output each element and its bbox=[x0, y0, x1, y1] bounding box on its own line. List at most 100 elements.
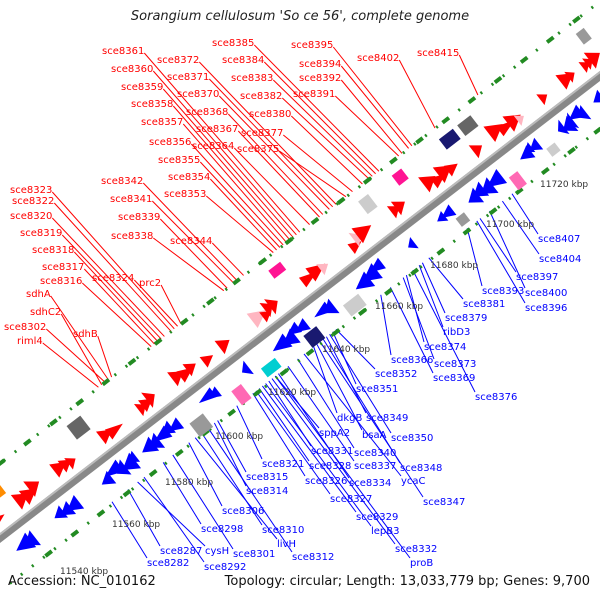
reverse-gene-label[interactable]: sce8366 bbox=[391, 355, 433, 366]
leader-line bbox=[83, 268, 155, 345]
forward-gene-label[interactable]: sce8358 bbox=[131, 99, 173, 110]
forward-gene-label[interactable]: sce8415 bbox=[417, 48, 459, 59]
forward-gene-label[interactable]: sce8344 bbox=[170, 236, 212, 247]
reverse-gene-label[interactable]: sce8332 bbox=[395, 544, 437, 555]
reverse-gene-label[interactable]: lepB3 bbox=[371, 526, 400, 537]
forward-gene-label[interactable]: sce8338 bbox=[111, 231, 153, 242]
forward-gene-label[interactable]: sce8385 bbox=[212, 38, 254, 49]
forward-gene-label[interactable]: sce8302 bbox=[4, 322, 46, 333]
reverse-gene-label[interactable]: sce8282 bbox=[147, 558, 189, 569]
forward-gene-label[interactable]: sce8353 bbox=[164, 189, 206, 200]
reverse-gene-label[interactable]: sce8301 bbox=[233, 549, 275, 560]
forward-gene-label[interactable]: sce8364 bbox=[192, 141, 234, 152]
reverse-gene-label[interactable]: sce8407 bbox=[538, 234, 580, 245]
reverse-gene-label[interactable]: sce8331 bbox=[311, 446, 353, 457]
reverse-gene-label[interactable]: sce8321 bbox=[262, 459, 304, 470]
forward-gene-label[interactable]: sce8357 bbox=[141, 117, 183, 128]
forward-gene-label[interactable]: sce8361 bbox=[102, 46, 144, 57]
reverse-gene-label[interactable]: sce8328 bbox=[309, 461, 351, 472]
reverse-gene-label[interactable]: sce8306 bbox=[222, 506, 264, 517]
forward-gene-label[interactable]: sce8384 bbox=[222, 55, 264, 66]
reverse-gene-label[interactable]: sce8348 bbox=[400, 463, 442, 474]
forward-gene-label[interactable]: sce8318 bbox=[32, 245, 74, 256]
reverse-gene-label[interactable]: sce8381 bbox=[463, 299, 505, 310]
reverse-gene-label[interactable]: sce8310 bbox=[262, 525, 304, 536]
reverse-gene-label[interactable]: sce8315 bbox=[246, 472, 288, 483]
reverse-gene-label[interactable]: sce8326 bbox=[305, 476, 347, 487]
reverse-gene-label[interactable]: sce8340 bbox=[354, 448, 396, 459]
forward-gene-label[interactable]: sdhA bbox=[26, 289, 51, 300]
forward-gene-label[interactable]: sce8341 bbox=[110, 194, 152, 205]
reverse-gene-label[interactable]: bsaA bbox=[362, 430, 387, 441]
forward-gene-label[interactable]: sce8375 bbox=[237, 144, 279, 155]
reverse-gene-label[interactable]: livH bbox=[277, 539, 296, 550]
forward-gene-label[interactable]: sce8356 bbox=[149, 137, 191, 148]
forward-gene-label[interactable]: sce8342 bbox=[101, 176, 143, 187]
reverse-gene-label[interactable]: sce8376 bbox=[475, 392, 517, 403]
reverse-gene-label[interactable]: sce8312 bbox=[292, 552, 334, 563]
reverse-gene-label[interactable]: ribD3 bbox=[443, 327, 470, 338]
reverse-gene-label[interactable]: sce8400 bbox=[525, 288, 567, 299]
reverse-gene-label[interactable]: sce8298 bbox=[201, 524, 243, 535]
reverse-gene-label[interactable]: sce8349 bbox=[366, 413, 408, 424]
forward-gene-label[interactable]: sce8317 bbox=[42, 262, 84, 273]
reverse-gene-label[interactable]: sce8334 bbox=[349, 478, 391, 489]
reverse-gene-label[interactable]: proB bbox=[410, 558, 433, 569]
reverse-gene-label[interactable]: dkgB bbox=[337, 413, 362, 424]
reverse-gene-label[interactable]: sce8351 bbox=[356, 384, 398, 395]
reverse-gene-label[interactable]: sce8393 bbox=[482, 286, 524, 297]
reverse-gene-label[interactable]: sce8379 bbox=[445, 313, 487, 324]
forward-gene-label[interactable]: sce8360 bbox=[111, 64, 153, 75]
forward-gene-label[interactable]: sce8359 bbox=[121, 82, 163, 93]
forward-gene-label[interactable]: sce8320 bbox=[10, 211, 52, 222]
forward-gene-label[interactable]: sce8395 bbox=[291, 40, 333, 51]
reverse-gene-label[interactable]: sce8314 bbox=[246, 486, 288, 497]
forward-gene-label[interactable]: sce8354 bbox=[168, 172, 210, 183]
forward-gene-label[interactable]: sce8382 bbox=[240, 91, 282, 102]
forward-gene-label[interactable]: sdhB bbox=[73, 329, 98, 340]
reverse-gene-label[interactable]: cysH bbox=[205, 546, 229, 557]
reverse-gene-label[interactable]: sce8369 bbox=[433, 373, 475, 384]
reverse-gene-label[interactable]: sce8350 bbox=[391, 433, 433, 444]
leader-line bbox=[162, 462, 202, 525]
forward-gene-label[interactable]: riml4 bbox=[17, 336, 43, 347]
forward-gene-label[interactable]: sce8339 bbox=[118, 212, 160, 223]
reverse-gene-label[interactable]: ycaC bbox=[401, 476, 426, 487]
forward-gene-label[interactable]: sce8323 bbox=[10, 185, 52, 196]
reverse-gene-label[interactable]: sce8292 bbox=[204, 562, 246, 573]
forward-gene-label[interactable]: sce8322 bbox=[12, 196, 54, 207]
forward-gene-label[interactable]: sce8372 bbox=[157, 55, 199, 66]
reverse-gene-label[interactable]: sce8373 bbox=[434, 359, 476, 370]
forward-gene-label[interactable]: sce8316 bbox=[40, 276, 82, 287]
forward-gene-label[interactable]: sce8319 bbox=[20, 228, 62, 239]
forward-gene-label[interactable]: sce8367 bbox=[196, 124, 238, 135]
reverse-gene-label[interactable]: sce8396 bbox=[525, 303, 567, 314]
reverse-gene-label[interactable]: sce8329 bbox=[356, 512, 398, 523]
forward-gene-label[interactable]: sce8324 bbox=[92, 273, 134, 284]
reverse-gene-label[interactable]: sce8347 bbox=[423, 497, 465, 508]
reverse-gene-label[interactable]: sce8374 bbox=[424, 342, 466, 353]
major-tick bbox=[227, 408, 237, 417]
forward-gene-label[interactable]: sce8370 bbox=[177, 89, 219, 100]
forward-gene-label[interactable]: sce8355 bbox=[158, 155, 200, 166]
reverse-gene-label[interactable]: sce8352 bbox=[375, 369, 417, 380]
reverse-gene-label[interactable]: sce8287 bbox=[160, 546, 202, 557]
forward-gene-label[interactable]: sce8391 bbox=[293, 89, 335, 100]
reverse-gene-label[interactable]: sppA2 bbox=[319, 428, 350, 439]
forward-gene-label[interactable]: sce8377 bbox=[241, 128, 283, 139]
leader-line bbox=[272, 79, 373, 177]
forward-gene-arrow bbox=[348, 232, 361, 247]
reverse-gene-label[interactable]: sce8327 bbox=[330, 494, 372, 505]
forward-gene-label[interactable]: sce8380 bbox=[249, 109, 291, 120]
forward-gene-label[interactable]: sce8394 bbox=[299, 59, 341, 70]
reverse-gene-label[interactable]: sce8397 bbox=[516, 272, 558, 283]
forward-gene-label[interactable]: prc2 bbox=[139, 278, 161, 289]
reverse-gene-label[interactable]: sce8404 bbox=[539, 254, 581, 265]
forward-gene-label[interactable]: sce8371 bbox=[167, 72, 209, 83]
reverse-gene-label[interactable]: sce8337 bbox=[354, 461, 396, 472]
forward-gene-label[interactable]: sdhC2 bbox=[30, 307, 61, 318]
forward-gene-label[interactable]: sce8392 bbox=[299, 73, 341, 84]
forward-gene-label[interactable]: sce8383 bbox=[231, 73, 273, 84]
forward-gene-label[interactable]: sce8402 bbox=[357, 53, 399, 64]
forward-gene-label[interactable]: sce8368 bbox=[186, 107, 228, 118]
